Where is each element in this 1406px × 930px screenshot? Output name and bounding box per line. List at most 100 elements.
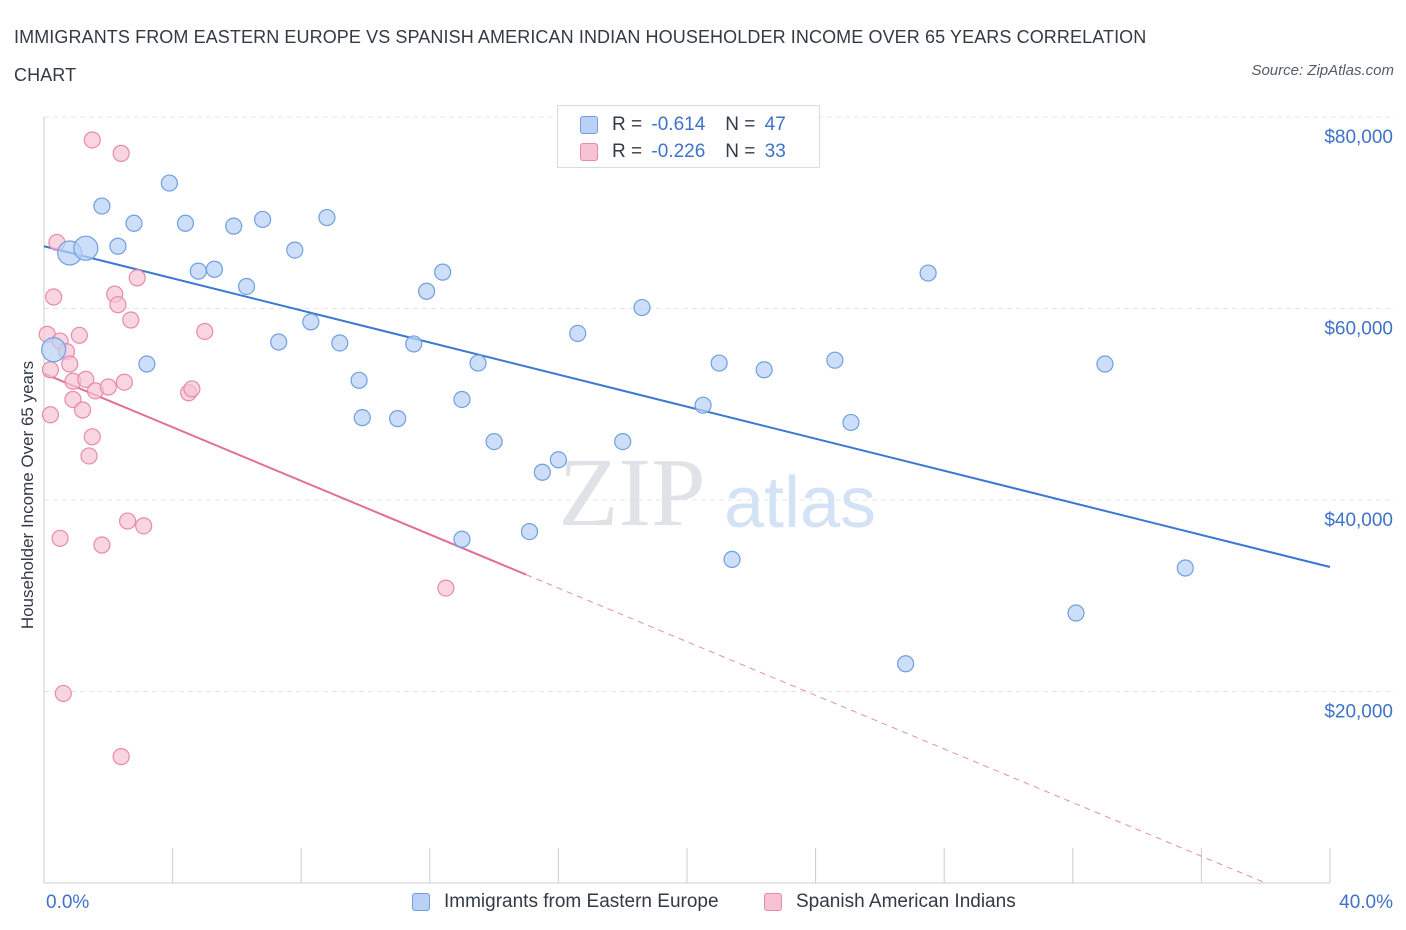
data-point-spanish-american-indians — [61, 355, 79, 373]
data-point-spanish-american-indians — [83, 131, 101, 149]
data-point-spanish-american-indians — [122, 311, 140, 329]
data-point-eastern-europe — [350, 371, 368, 389]
data-point-eastern-europe — [353, 409, 371, 427]
data-point-spanish-american-indians — [115, 373, 133, 391]
y-tick-label: $40,000 — [1324, 510, 1393, 531]
data-point-spanish-american-indians — [64, 390, 82, 409]
legend-row-eastern-europe: R = -0.614 N = 47 — [580, 111, 786, 139]
data-point-eastern-europe — [189, 262, 207, 280]
data-point-spanish-american-indians — [99, 378, 117, 396]
data-point-spanish-american-indians — [112, 144, 130, 162]
trend-line-eastern-europe — [43, 245, 1331, 568]
y-tick-label: $20,000 — [1324, 702, 1393, 723]
data-point-eastern-europe — [755, 361, 773, 379]
legend-swatch-pink — [580, 143, 598, 161]
data-point-eastern-europe — [1176, 559, 1194, 577]
data-point-eastern-europe — [225, 217, 243, 235]
data-point-eastern-europe — [485, 432, 503, 451]
axes — [43, 117, 1331, 884]
data-point-eastern-europe — [205, 260, 223, 278]
legend-r-value: -0.614 — [651, 114, 706, 135]
x-tick-label: 40.0% — [1339, 892, 1393, 913]
data-point-spanish-american-indians — [70, 326, 88, 344]
data-points — [38, 131, 1194, 766]
data-point-eastern-europe — [237, 277, 256, 296]
data-point-eastern-europe — [520, 522, 539, 541]
data-point-eastern-europe — [453, 390, 471, 409]
data-point-eastern-europe — [286, 241, 304, 259]
data-point-eastern-europe — [469, 354, 487, 372]
data-point-spanish-american-indians — [196, 322, 214, 341]
legend-n-label: N = — [725, 141, 756, 162]
chart-title: IMMIGRANTS FROM EASTERN EUROPE VS SPANIS… — [14, 27, 1147, 85]
data-point-eastern-europe — [897, 655, 915, 673]
data-point-eastern-europe — [125, 214, 143, 232]
data-point-spanish-american-indians — [109, 296, 127, 314]
data-point-spanish-american-indians — [73, 401, 92, 419]
data-point-eastern-europe — [73, 235, 99, 261]
data-point-spanish-american-indians — [112, 748, 130, 766]
data-point-eastern-europe — [549, 451, 568, 469]
data-point-eastern-europe — [710, 354, 728, 372]
data-point-eastern-europe — [417, 282, 436, 300]
data-point-eastern-europe — [614, 432, 632, 451]
data-point-eastern-europe — [176, 214, 195, 232]
data-point-eastern-europe — [41, 337, 67, 363]
data-point-spanish-american-indians — [80, 447, 98, 465]
data-point-eastern-europe — [453, 530, 471, 548]
data-point-spanish-american-indians — [41, 406, 60, 424]
bottom-legend-eastern-europe: Immigrants from Eastern Europe — [412, 888, 719, 916]
data-point-eastern-europe — [270, 333, 288, 351]
data-point-spanish-american-indians — [118, 512, 137, 530]
data-point-eastern-europe — [405, 335, 423, 353]
data-point-spanish-american-indians — [183, 380, 201, 398]
data-point-eastern-europe — [389, 410, 407, 428]
watermark-atlas: atlas — [724, 463, 876, 543]
y-axis-label: Householder Income Over 65 years — [18, 360, 37, 630]
data-point-spanish-american-indians — [41, 361, 60, 379]
data-point-eastern-europe — [1067, 604, 1085, 622]
trend-line-dashed-extension — [526, 574, 1266, 884]
data-point-eastern-europe — [138, 355, 156, 373]
data-point-eastern-europe — [109, 237, 127, 255]
data-point-spanish-american-indians — [93, 536, 111, 554]
data-point-eastern-europe — [826, 351, 844, 369]
legend-n-label: N = — [725, 114, 756, 135]
legend-n-value: 47 — [764, 114, 786, 135]
legend-r-label: R = — [612, 114, 643, 135]
data-point-spanish-american-indians — [83, 428, 101, 446]
bottom-legend-label: Spanish American Indians — [796, 891, 1016, 912]
stats-legend: R = -0.614 N = 47 R = -0.226 N = 33 — [557, 105, 820, 168]
legend-row-spanish-american-indians: R = -0.226 N = 33 — [580, 138, 786, 166]
data-point-eastern-europe — [633, 298, 651, 317]
legend-r-label: R = — [612, 141, 643, 162]
bottom-legend-label: Immigrants from Eastern Europe — [444, 891, 719, 912]
legend-r-value: -0.226 — [651, 141, 706, 162]
data-point-spanish-american-indians — [54, 684, 72, 703]
data-point-eastern-europe — [919, 264, 937, 282]
watermark: ZIP atlas — [559, 439, 877, 547]
trend-lines — [43, 245, 1331, 884]
data-point-eastern-europe — [331, 334, 349, 352]
data-point-spanish-american-indians — [77, 370, 95, 388]
data-point-eastern-europe — [1096, 355, 1114, 373]
data-point-eastern-europe — [434, 263, 452, 281]
grid-lines — [44, 116, 1395, 692]
data-point-spanish-american-indians — [128, 269, 146, 287]
bottom-legend-swatch-blue — [412, 893, 430, 911]
data-point-eastern-europe — [842, 413, 860, 432]
tick-labels: $20,000 $40,000 $60,000 $80,000 0.0% 40.0% — [46, 127, 1393, 913]
data-point-eastern-europe — [694, 396, 712, 414]
data-point-eastern-europe — [533, 463, 551, 481]
data-point-spanish-american-indians — [51, 529, 69, 547]
data-point-spanish-american-indians — [135, 517, 153, 535]
watermark-zip: ZIP — [559, 439, 706, 547]
y-tick-label: $80,000 — [1324, 127, 1393, 148]
data-point-eastern-europe — [254, 210, 272, 229]
y-tick-label: $60,000 — [1324, 319, 1393, 340]
legend-swatch-blue — [580, 116, 598, 134]
data-point-spanish-american-indians — [45, 288, 63, 306]
data-point-eastern-europe — [160, 174, 178, 192]
data-point-eastern-europe — [569, 324, 587, 342]
